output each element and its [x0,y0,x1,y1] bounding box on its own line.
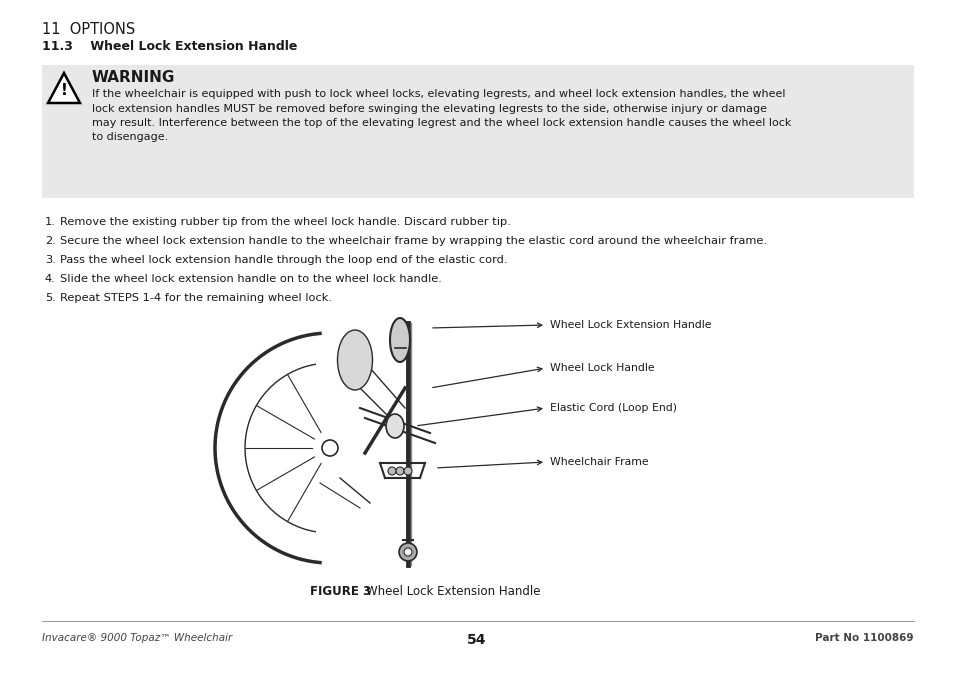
Text: Wheel Lock Extension Handle: Wheel Lock Extension Handle [366,585,540,598]
Text: 4.: 4. [45,274,55,284]
Polygon shape [48,73,80,103]
Text: 54: 54 [467,633,486,647]
Ellipse shape [386,414,403,438]
Text: !: ! [60,83,68,98]
Text: Pass the wheel lock extension handle through the loop end of the elastic cord.: Pass the wheel lock extension handle thr… [60,255,507,265]
Text: 11.3    Wheel Lock Extension Handle: 11.3 Wheel Lock Extension Handle [42,40,297,53]
Circle shape [322,440,337,456]
Ellipse shape [390,318,410,362]
Text: FIGURE 3: FIGURE 3 [310,585,379,598]
Ellipse shape [337,330,372,390]
Text: 2.: 2. [45,236,55,246]
Text: Wheelchair Frame: Wheelchair Frame [550,457,648,467]
Text: lock extension handles MUST be removed before swinging the elevating legrests to: lock extension handles MUST be removed b… [91,104,766,113]
Text: Part No 1100869: Part No 1100869 [815,633,913,643]
Text: Remove the existing rubber tip from the wheel lock handle. Discard rubber tip.: Remove the existing rubber tip from the … [60,217,511,227]
Bar [42,65,913,198]
Circle shape [403,467,412,475]
Text: Wheel Lock Handle: Wheel Lock Handle [550,363,654,373]
Text: Repeat STEPS 1-4 for the remaining wheel lock.: Repeat STEPS 1-4 for the remaining wheel… [60,293,332,303]
Text: Slide the wheel lock extension handle on to the wheel lock handle.: Slide the wheel lock extension handle on… [60,274,441,284]
Text: Secure the wheel lock extension handle to the wheelchair frame by wrapping the e: Secure the wheel lock extension handle t… [60,236,766,246]
Text: 5.: 5. [45,293,56,303]
Text: Elastic Cord (Loop End): Elastic Cord (Loop End) [550,403,677,413]
Text: Invacare® 9000 Topaz™ Wheelchair: Invacare® 9000 Topaz™ Wheelchair [42,633,232,643]
Text: 3.: 3. [45,255,56,265]
Text: If the wheelchair is equipped with push to lock wheel locks, elevating legrests,: If the wheelchair is equipped with push … [91,89,784,99]
Circle shape [395,467,403,475]
Text: 1.: 1. [45,217,56,227]
Text: 11  OPTIONS: 11 OPTIONS [42,22,135,37]
Text: Wheel Lock Extension Handle: Wheel Lock Extension Handle [550,320,711,330]
Text: to disengage.: to disengage. [91,133,168,142]
Text: may result. Interference between the top of the elevating legrest and the wheel : may result. Interference between the top… [91,118,791,128]
Circle shape [398,543,416,561]
Circle shape [388,467,395,475]
Circle shape [403,548,412,556]
Text: WARNING: WARNING [91,70,175,85]
